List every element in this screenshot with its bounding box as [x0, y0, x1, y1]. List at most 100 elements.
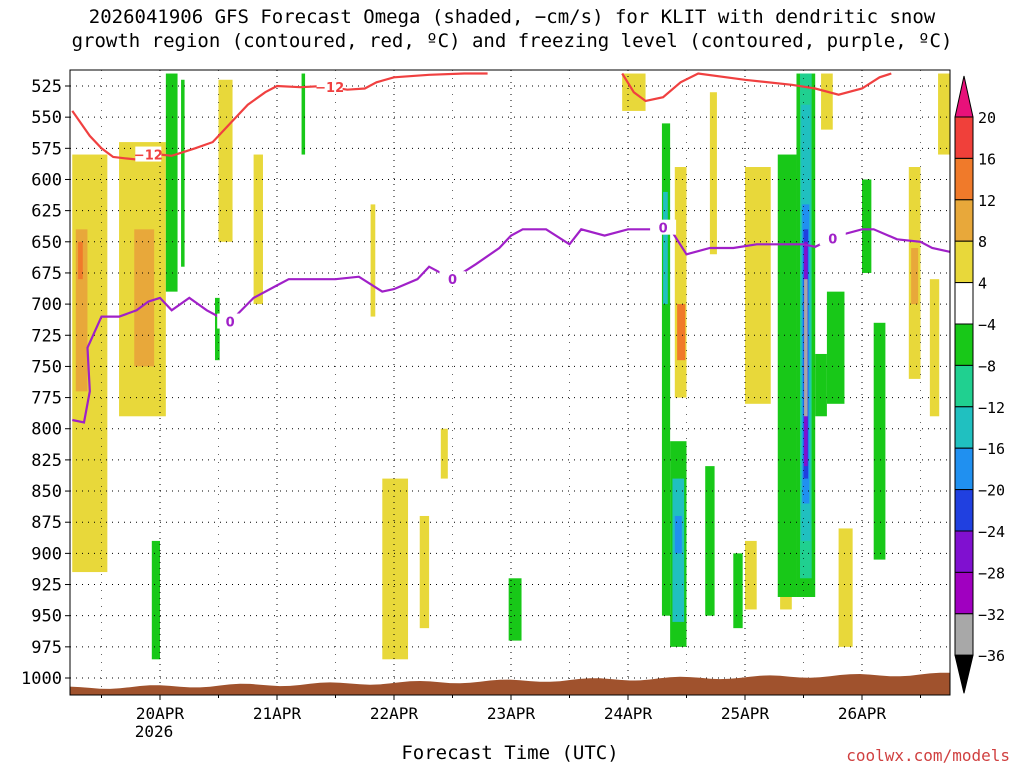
colorbar-swatch: [954, 157, 974, 201]
contour-label-bg: [135, 146, 162, 162]
omega-region: [815, 353, 827, 417]
y-tick-label: 625: [31, 202, 62, 222]
omega-region: [78, 241, 83, 280]
omega-region: [151, 540, 160, 660]
freezing-level-label: 0: [659, 222, 668, 237]
omega-region: [508, 578, 522, 641]
y-tick-label: 700: [31, 295, 62, 315]
colorbar-label: 12: [978, 192, 996, 210]
dgz-contour-upper: [621, 72, 892, 103]
colorbar-label: −24: [978, 523, 1005, 541]
colorbar-label: −36: [978, 647, 1005, 665]
colorbar-label: −8: [978, 357, 996, 375]
colorbar-label: −28: [978, 564, 1005, 582]
contour-label-bg: [439, 271, 466, 287]
omega-region: [253, 154, 263, 305]
omega-region: [777, 154, 797, 597]
omega-region: [804, 279, 808, 417]
omega-region: [826, 291, 845, 404]
y-tick-label: 825: [31, 451, 62, 471]
y-tick-label: 775: [31, 389, 62, 409]
colorbar-label: 16: [978, 150, 996, 168]
y-tick-label: 900: [31, 544, 62, 564]
y-tick-label: 725: [31, 326, 62, 346]
colorbar-swatch: [954, 654, 974, 694]
y-tick-label: 575: [31, 139, 62, 159]
y-tick-label: 650: [31, 233, 62, 253]
y-tick-label: 800: [31, 420, 62, 440]
x-tick-label: 23APR: [487, 704, 536, 723]
omega-region: [938, 73, 950, 155]
omega-region: [733, 553, 743, 629]
y-tick-label: 950: [31, 607, 62, 627]
chart-title-line2: growth region (contoured, red, ºC) and f…: [71, 30, 953, 52]
omega-region: [821, 73, 833, 130]
colorbar-swatch: [954, 323, 974, 366]
y-tick-label: 550: [31, 108, 62, 128]
colorbar-swatch: [954, 116, 974, 159]
colorbar-swatch: [954, 75, 974, 118]
omega-region: [214, 297, 220, 361]
y-tick-label: 525: [31, 77, 62, 97]
x-tick-label: 24APR: [604, 704, 653, 723]
y-tick-label: 600: [31, 170, 62, 190]
omega-region: [929, 279, 940, 417]
colorbar-swatch: [954, 447, 974, 491]
x-tick-sublabel: 2026: [135, 722, 174, 741]
colorbar-swatch: [954, 613, 974, 656]
omega-region: [370, 204, 376, 317]
colorbar-swatch: [954, 489, 974, 532]
colorbar-swatch: [954, 571, 974, 615]
plot-area: −12 −12 0 0 0 0: [70, 70, 950, 695]
colorbar-label: −12: [978, 399, 1005, 417]
colorbar-label: −16: [978, 440, 1005, 458]
colorbar-label: −4: [978, 316, 996, 334]
omega-region: [440, 428, 448, 479]
colorbar-label: 20: [978, 109, 996, 127]
x-tick-label: 21APR: [253, 704, 302, 723]
y-tick-label: 850: [31, 482, 62, 502]
colorbar-label: 4: [978, 275, 987, 293]
credit-link[interactable]: coolwx.com/models: [846, 746, 1010, 765]
contour-label-bg: [650, 219, 677, 235]
contour-label-bg: [819, 230, 846, 246]
colorbar-swatch: [954, 240, 974, 284]
omega-region: [745, 540, 757, 610]
omega-region: [873, 322, 886, 560]
omega-region: [181, 79, 185, 267]
colorbar-label: −20: [978, 482, 1005, 500]
colorbar-swatch: [954, 406, 974, 449]
ground-surface: [70, 672, 950, 695]
y-tick-label: 875: [31, 513, 62, 533]
contour-label-bg: [316, 78, 343, 94]
dgz-contour-label: −12: [134, 149, 163, 164]
omega-region: [911, 248, 919, 305]
omega-region: [674, 167, 687, 398]
omega-region: [382, 478, 409, 660]
omega-region: [661, 123, 671, 616]
x-tick-label: 20APR: [136, 704, 185, 723]
omega-region: [301, 73, 306, 155]
y-tick-label: 1000: [21, 669, 62, 689]
dgz-contour-label: −12: [315, 81, 344, 96]
x-tick-label: 22APR: [370, 704, 419, 723]
colorbar-label: 8: [978, 233, 987, 251]
colorbar-swatch: [954, 282, 974, 325]
colorbar-swatch: [954, 199, 974, 242]
freezing-level-label: 0: [226, 316, 235, 331]
omega-region: [705, 466, 715, 616]
colorbar-label: −32: [978, 606, 1005, 624]
x-tick-label: 25APR: [721, 704, 770, 723]
x-axis-label: Forecast Time (UTC): [401, 742, 619, 764]
omega-region: [862, 179, 872, 273]
plot-frame: [69, 69, 951, 696]
freezing-level-label: 0: [448, 273, 457, 288]
omega-region: [745, 167, 771, 404]
colorbar-swatch: [954, 364, 974, 408]
y-tick-label: 675: [31, 264, 62, 284]
omega-region: [419, 515, 430, 629]
omega-region: [218, 79, 233, 242]
omega-region: [709, 92, 717, 255]
omega-region: [134, 229, 155, 367]
